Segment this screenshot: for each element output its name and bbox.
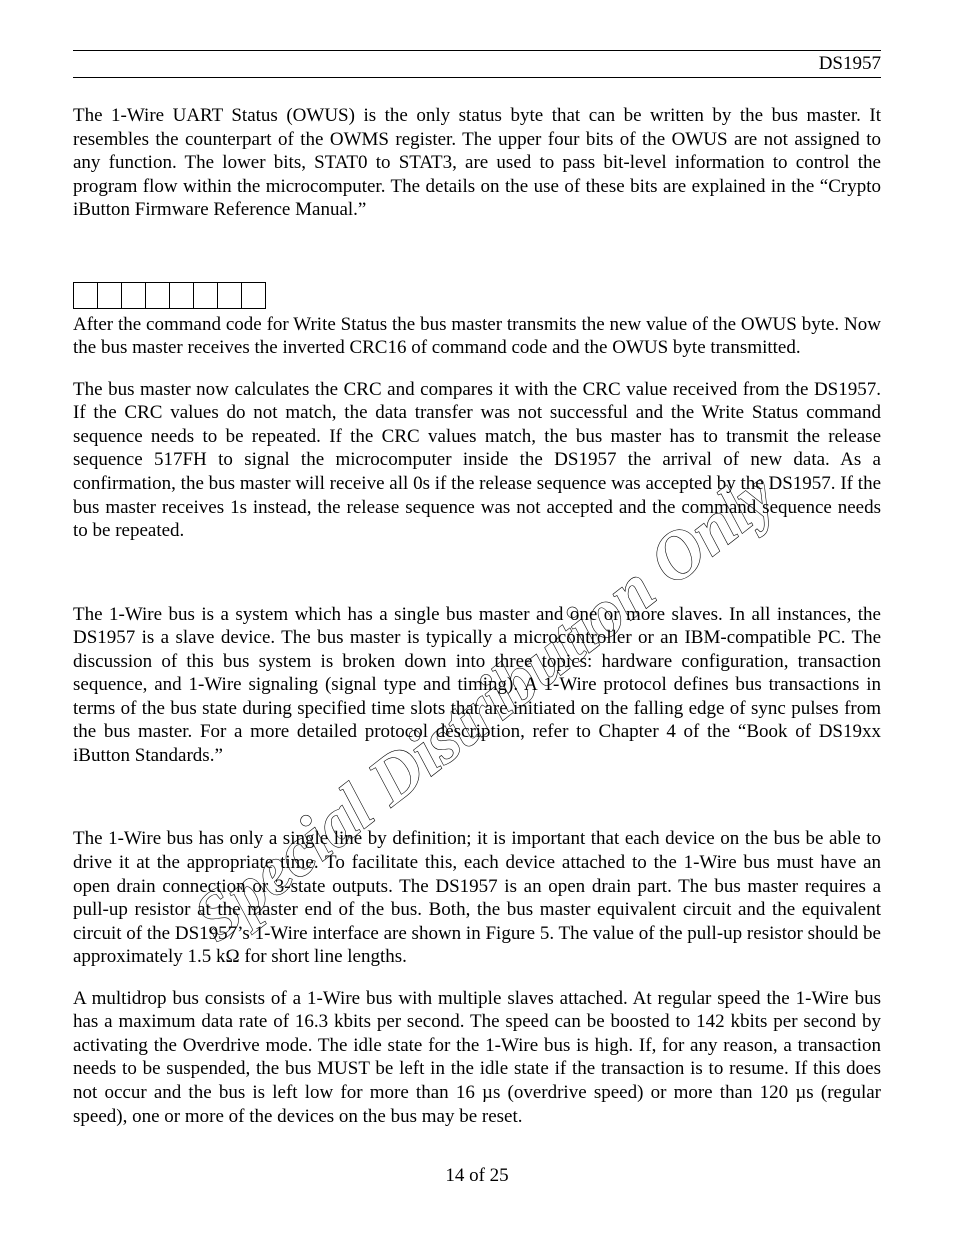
gap [73,785,881,827]
paragraph-hardware: The 1-Wire bus has only a single line by… [73,827,881,968]
byte-cell [145,282,170,309]
paragraph-crc: The bus master now calculates the CRC an… [73,378,881,543]
header-bottom-rule [73,77,881,78]
paragraph-write-status: After the command code for Write Status … [73,313,881,360]
header-top-rule [73,50,881,51]
gap [73,240,881,282]
byte-cell [121,282,146,309]
page: Special Distribution Only DS1957 The 1-W… [0,0,954,1235]
byte-cell [169,282,194,309]
header-doc-id: DS1957 [73,53,881,75]
page-footer: 14 of 25 [0,1165,954,1187]
gap [73,561,881,603]
content-layer: DS1957 The 1-Wire UART Status (OWUS) is … [73,50,881,1128]
byte-cell [73,282,98,309]
byte-cell [193,282,218,309]
paragraph-owus-intro: The 1-Wire UART Status (OWUS) is the onl… [73,104,881,222]
paragraph-multidrop: A multidrop bus consists of a 1-Wire bus… [73,987,881,1128]
byte-diagram [73,282,881,309]
paragraph-1wire-bus: The 1-Wire bus is a system which has a s… [73,603,881,768]
byte-cell [97,282,122,309]
byte-cell [241,282,266,309]
byte-cell [217,282,242,309]
